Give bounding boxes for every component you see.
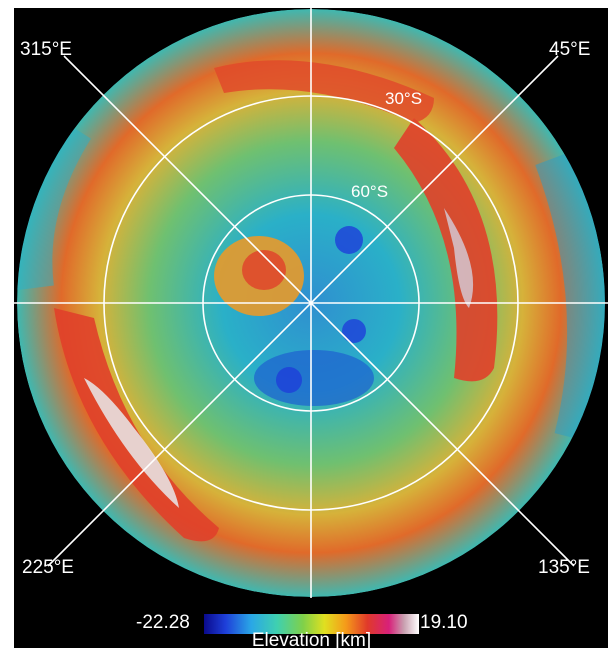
lon-label-315e: 315°E: [20, 39, 72, 60]
lon-label-45e: 45°E: [549, 39, 591, 60]
rim-high-east: [394, 118, 498, 382]
meridian-45-225: [47, 55, 559, 567]
graticule: [14, 8, 608, 598]
elevation-map: 315°E 45°E 225°E 135°E 30°S 60°S -22.28 …: [14, 8, 608, 651]
colorbar-legend: -22.28 19.10 Elevation [km]: [14, 608, 608, 651]
basin-low-south: [254, 350, 374, 406]
lon-label-225e: 225°E: [22, 557, 74, 578]
meridian-315-135: [63, 55, 575, 567]
colorbar-min-label: -22.28: [136, 612, 190, 633]
rim-highest-southwest: [84, 378, 179, 508]
colorbar-max-label: 19.10: [420, 612, 468, 633]
colorbar: [204, 614, 419, 634]
lon-label-135e: 135°E: [538, 557, 590, 578]
lat-label-30s: 30°S: [385, 89, 423, 108]
lat-label-60s: 60°S: [351, 182, 389, 201]
rim-high-southwest: [54, 308, 219, 542]
polar-projection: [14, 8, 608, 634]
rim-highest-east: [444, 208, 474, 308]
colorbar-title: Elevation [km]: [251, 630, 372, 651]
